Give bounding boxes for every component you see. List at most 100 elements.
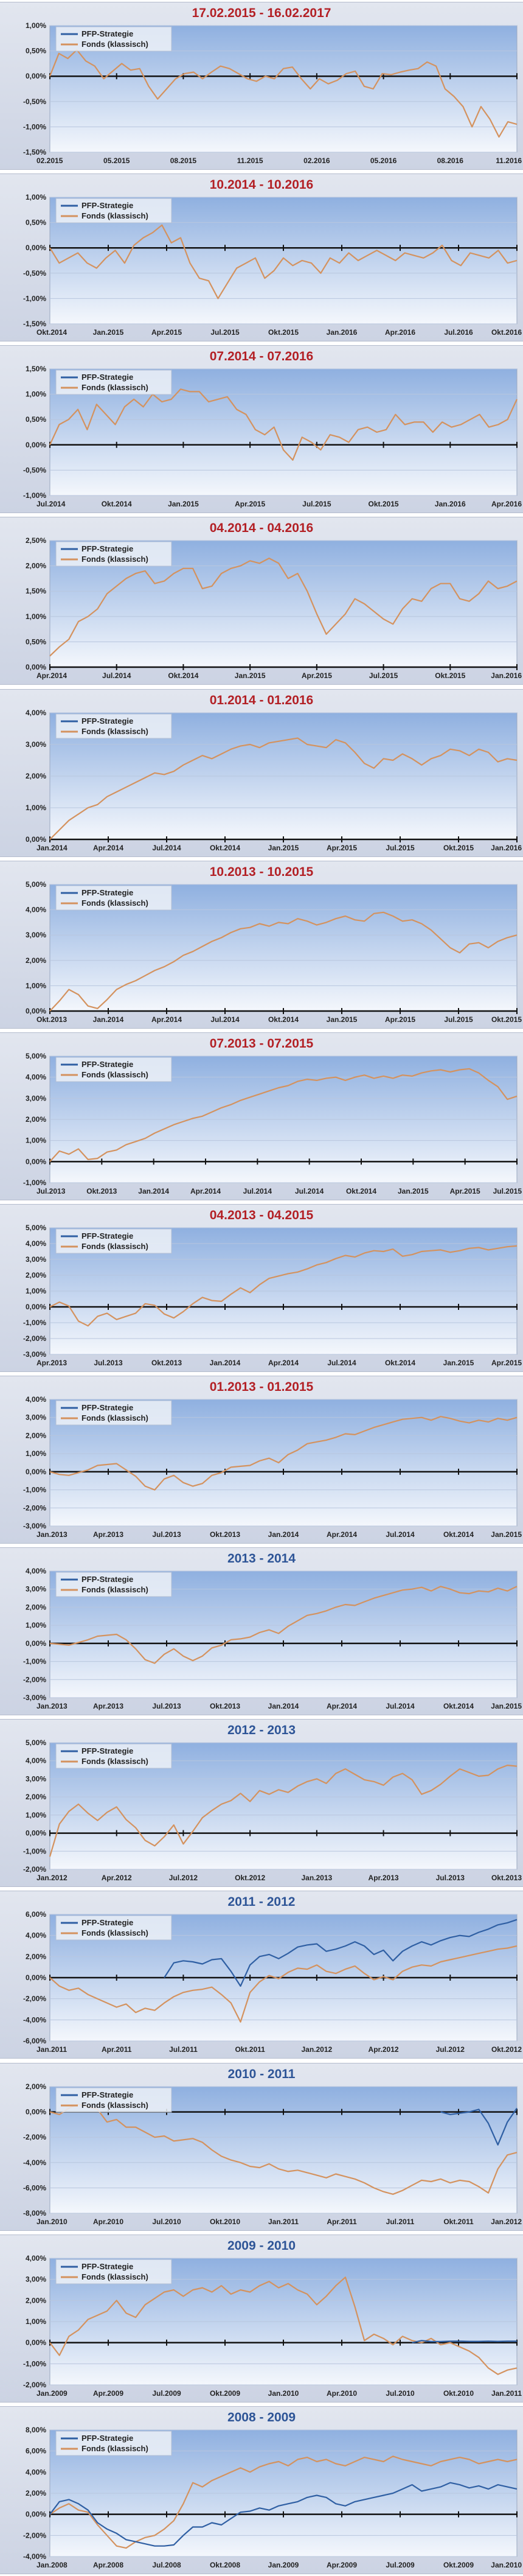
y-tick-label: 4,00% bbox=[26, 2468, 46, 2476]
chart-title: 2009 - 2010 bbox=[227, 2239, 296, 2253]
series-line-fonds-klassisch bbox=[49, 1586, 518, 1664]
x-tick-label: Jan.2015 bbox=[443, 1359, 474, 1367]
legend-label: PFP-Strategie bbox=[81, 1231, 133, 1241]
x-tick-label: Jul.2014 bbox=[210, 1015, 240, 1024]
series-line-pfp-strategie bbox=[49, 2482, 518, 2547]
y-tick-label: 0,50% bbox=[26, 637, 46, 646]
chart-title: 01.2013 - 01.2015 bbox=[209, 1380, 314, 1394]
y-tick-label: 2,00% bbox=[26, 2296, 46, 2305]
y-tick-label: 0,00% bbox=[26, 243, 46, 252]
x-tick-label: Jan.2016 bbox=[491, 671, 522, 680]
y-tick-label: 0,00% bbox=[26, 1468, 46, 1476]
legend-label: PFP-Strategie bbox=[81, 1918, 133, 1927]
x-tick-label: Jan.2016 bbox=[327, 328, 358, 337]
x-tick-label: Okt.2015 bbox=[369, 500, 399, 508]
legend-label: PFP-Strategie bbox=[81, 201, 133, 210]
chart-panel: 07.2013 - 07.2015 5,00% 4,00% 3,00% 2,00% 1,0… bbox=[0, 1032, 523, 1200]
x-tick-label: Okt.2013 bbox=[210, 1702, 240, 1710]
line-chart: 6,00%4,00%2,00%0,00%-2,00%-4,00%-6,00%Ja… bbox=[23, 1910, 522, 2054]
legend-label: Fonds (klassisch) bbox=[81, 383, 148, 392]
legend-label: Fonds (klassisch) bbox=[81, 1757, 148, 1766]
chart-panel: 2012 - 2013 5,00% 4,00% 3,00% 2,00% 1,00% 0,00… bbox=[0, 1719, 523, 1887]
chart-panel: 2009 - 2010 4,00% 3,00% 2,00% 1,00% 0,00% -1,0… bbox=[0, 2235, 523, 2403]
x-tick-label: Okt.2016 bbox=[491, 328, 522, 337]
line-chart: 8,00%6,00%4,00%2,00%0,00%-2,00%-4,00%Jan… bbox=[23, 2426, 522, 2569]
x-tick-label: Jan.2015 bbox=[93, 328, 124, 337]
x-tick-label: Jan.2014 bbox=[268, 1530, 299, 1539]
series-line-pfp-strategie bbox=[164, 1919, 518, 1987]
y-tick-label: 0,50% bbox=[26, 219, 46, 227]
legend-label: PFP-Strategie bbox=[81, 2090, 133, 2099]
y-tick-label: 3,00% bbox=[26, 1255, 46, 1264]
x-tick-label: Jan.2014 bbox=[93, 1015, 124, 1024]
x-tick-label: Okt.2012 bbox=[235, 1874, 265, 1882]
y-tick-label: 4,00% bbox=[26, 1931, 46, 1940]
y-tick-label: -2,00% bbox=[23, 1503, 46, 1512]
x-tick-label: Jul.2014 bbox=[295, 1187, 324, 1195]
x-tick-label: Jan.2011 bbox=[268, 2217, 299, 2226]
legend-label: Fonds (klassisch) bbox=[81, 1070, 148, 1079]
y-tick-label: 4,00% bbox=[26, 2254, 46, 2263]
x-tick-label: Okt.2014 bbox=[346, 1187, 376, 1195]
y-tick-label: -3,00% bbox=[23, 1350, 46, 1359]
x-tick-label: Apr.2013 bbox=[93, 1702, 123, 1710]
chart-title: 04.2014 - 04.2016 bbox=[209, 521, 314, 535]
y-tick-label: 3,00% bbox=[26, 1413, 46, 1422]
x-tick-label: Jan.2012 bbox=[491, 2217, 522, 2226]
x-tick-label: Apr.2012 bbox=[102, 1874, 132, 1882]
x-tick-label: Jul.2009 bbox=[386, 2561, 415, 2569]
x-tick-label: Jan.2013 bbox=[301, 1874, 332, 1882]
x-tick-label: Jul.2010 bbox=[152, 2217, 181, 2226]
legend bbox=[55, 369, 172, 395]
x-tick-label: 02.2016 bbox=[303, 156, 330, 165]
y-tick-label: -2,00% bbox=[23, 1865, 46, 1874]
y-tick-label: 1,00% bbox=[26, 1811, 46, 1819]
x-tick-label: Jul.2013 bbox=[152, 1530, 181, 1539]
y-tick-label: 4,00% bbox=[26, 1239, 46, 1248]
x-tick-label: Okt.2014 bbox=[443, 1702, 474, 1710]
x-tick-label: Okt.2014 bbox=[36, 328, 67, 337]
x-tick-label: Okt.2008 bbox=[210, 2561, 240, 2569]
legend bbox=[55, 1743, 172, 1769]
y-tick-label: -4,00% bbox=[23, 2015, 46, 2024]
legend bbox=[55, 198, 172, 223]
chart-panel: 07.2014 - 07.2016 1,50% 1,00% 0,50% 0,00% -0,… bbox=[0, 345, 523, 513]
x-tick-label: Okt.2009 bbox=[443, 2561, 474, 2569]
y-tick-label: 4,00% bbox=[26, 709, 46, 717]
x-tick-label: 02.2015 bbox=[36, 156, 63, 165]
x-tick-label: 11.2016 bbox=[496, 156, 522, 165]
y-tick-label: 1,00% bbox=[26, 803, 46, 812]
x-tick-label: Jan.2015 bbox=[268, 844, 299, 852]
y-tick-label: -6,00% bbox=[23, 2037, 46, 2045]
y-tick-label: 0,00% bbox=[26, 2510, 46, 2519]
y-tick-label: 4,00% bbox=[26, 906, 46, 914]
line-chart: 5,00% 4,00% 3,00% 2,00% 1,00% 0,00% -1,00% -2,0… bbox=[23, 1738, 522, 1882]
x-tick-label: Jul.2014 bbox=[327, 1359, 356, 1367]
x-tick-label: Jan.2015 bbox=[491, 1530, 522, 1539]
y-tick-label: 2,00% bbox=[26, 562, 46, 570]
y-tick-label: -2,00% bbox=[23, 1995, 46, 2003]
x-tick-label: Jan.2015 bbox=[327, 1015, 358, 1024]
legend-label: PFP-Strategie bbox=[81, 1403, 133, 1412]
x-tick-label: 05.2015 bbox=[103, 156, 130, 165]
y-tick-label: 2,00% bbox=[26, 1115, 46, 1124]
x-tick-label: Okt.2010 bbox=[210, 2217, 240, 2226]
x-tick-label: Jan.2014 bbox=[210, 1359, 241, 1367]
x-tick-label: Apr.2015 bbox=[235, 500, 265, 508]
x-tick-label: Jul.2011 bbox=[169, 2045, 198, 2054]
legend-label: Fonds (klassisch) bbox=[81, 727, 148, 736]
y-tick-label: 0,00% bbox=[26, 1157, 46, 1166]
line-chart: 1,50% 1,00% 0,50% 0,00% -0,50% -1,00%Jul.2014… bbox=[23, 365, 522, 508]
x-tick-label: Apr.2014 bbox=[327, 1702, 357, 1710]
x-tick-label: Apr.2010 bbox=[93, 2217, 123, 2226]
x-tick-label: Jan.2016 bbox=[491, 844, 522, 852]
series-line-pfp-strategie bbox=[412, 2340, 517, 2343]
x-tick-label: Jan.2010 bbox=[268, 2389, 299, 2398]
x-tick-label: Apr.2013 bbox=[93, 1530, 123, 1539]
x-tick-label: Jan.2015 bbox=[398, 1187, 429, 1195]
series-line-fonds-klassisch bbox=[49, 2455, 518, 2549]
line-chart: 5,00% 4,00% 3,00% 2,00% 1,00% 0,00% -1,00% -2,0… bbox=[23, 1223, 522, 1367]
x-tick-label: Jan.2014 bbox=[36, 844, 68, 852]
y-tick-label: -8,00% bbox=[23, 2209, 46, 2217]
